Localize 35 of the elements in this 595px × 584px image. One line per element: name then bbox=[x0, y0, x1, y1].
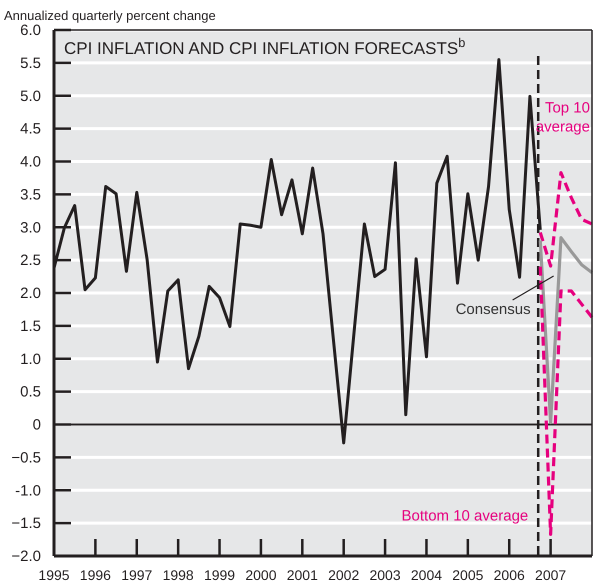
text: Top 10 average bbox=[536, 100, 590, 136]
y-tick-label: 3.5 bbox=[20, 186, 41, 204]
y-tick-label: −0.5 bbox=[11, 449, 41, 466]
x-tick-label: 2000 bbox=[245, 567, 277, 583]
y-tick-label: 5.0 bbox=[20, 88, 41, 105]
x-tick-label: 2005 bbox=[452, 567, 484, 583]
x-tick-label: 2007 bbox=[535, 567, 566, 583]
y-tick-label: -1.0 bbox=[15, 482, 41, 500]
x-tick-label: 1995 bbox=[38, 567, 70, 583]
x-tick-label: 1998 bbox=[162, 567, 194, 583]
x-tick-label: 2006 bbox=[494, 567, 526, 583]
y-tick-label: 2.5 bbox=[20, 252, 41, 270]
y-tick-label: 1.5 bbox=[20, 318, 41, 335]
x-tick-label: 2004 bbox=[410, 567, 442, 583]
y-axis-title: Annualized quarterly percent change bbox=[4, 8, 216, 23]
y-tick-label: 0.5 bbox=[20, 384, 41, 401]
y-tick-label: 4.0 bbox=[20, 154, 41, 170]
y-tick-label: 0 bbox=[32, 416, 41, 434]
x-tick-label: 2003 bbox=[370, 567, 401, 583]
x-tick-label: 1996 bbox=[80, 567, 112, 583]
y-tick-label: −1.5 bbox=[11, 515, 41, 532]
series-label: Bottom 10 average bbox=[402, 507, 528, 524]
y-tick-label: −2.0 bbox=[11, 548, 41, 565]
y-tick-label: 6.0 bbox=[20, 22, 41, 39]
series-label: Consensus bbox=[456, 301, 531, 318]
x-tick-label: 1999 bbox=[204, 567, 236, 583]
x-tick-label: 2001 bbox=[286, 567, 318, 583]
chart-title: CPI INFLATION AND CPI INFLATION FORECASTS$^{b}$ bbox=[64, 34, 466, 58]
y-tick-label: 5.5 bbox=[20, 54, 41, 72]
y-tick-label: 1.0 bbox=[20, 350, 41, 368]
y-tick-label: 4.5 bbox=[20, 120, 41, 138]
x-tick-label: 1997 bbox=[121, 567, 153, 583]
y-tick-label: 3.0 bbox=[20, 219, 41, 236]
x-tick-label: 2002 bbox=[328, 567, 360, 583]
y-tick-label: 2.0 bbox=[20, 285, 41, 302]
